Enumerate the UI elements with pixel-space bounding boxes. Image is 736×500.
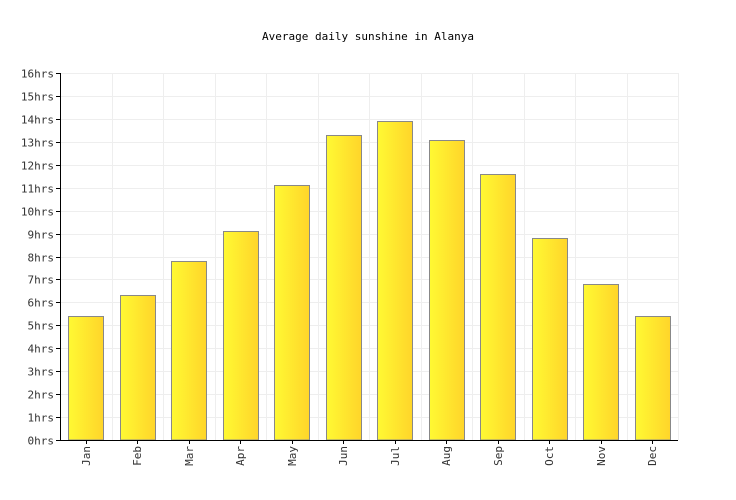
bar-mar	[171, 261, 207, 441]
bar-nov	[583, 284, 619, 441]
chart-title: Average daily sunshine in Alanya	[262, 30, 474, 43]
bar-sep	[480, 174, 516, 441]
grid-lines	[60, 73, 679, 440]
x-tick-label: Jun	[337, 446, 350, 466]
x-tick-label: Oct	[543, 446, 556, 466]
x-tick-label: Mar	[183, 446, 196, 466]
y-tick-label: 5hrs	[28, 320, 55, 333]
bar-aug	[429, 140, 465, 441]
x-tick-label: Feb	[131, 446, 144, 466]
y-tick-label: 0hrs	[28, 435, 55, 448]
bar-jan	[68, 316, 104, 441]
y-tick-label: 4hrs	[28, 343, 55, 356]
y-tick-label: 8hrs	[28, 252, 55, 265]
x-tick-label: Jul	[389, 446, 402, 466]
y-tick-label: 3hrs	[28, 366, 55, 379]
x-tick-label: Apr	[234, 446, 247, 466]
x-tick-label: May	[286, 446, 299, 466]
bars	[68, 121, 671, 441]
x-tick-label: Dec	[646, 446, 659, 466]
x-tick-label: Nov	[595, 446, 608, 466]
y-tick-label: 2hrs	[28, 389, 55, 402]
y-tick-label: 11hrs	[21, 183, 54, 196]
y-tick-label: 12hrs	[21, 160, 54, 173]
axes	[56, 73, 678, 444]
x-tick-label: Jan	[80, 446, 93, 466]
y-tick-label: 1hrs	[28, 412, 55, 425]
y-tick-label: 10hrs	[21, 206, 54, 219]
y-tick-label: 16hrs	[21, 68, 54, 81]
bar-feb	[120, 295, 156, 441]
bar-jul	[377, 121, 413, 441]
y-tick-label: 6hrs	[28, 297, 55, 310]
y-axis-tick-labels: 0hrs 1hrs 2hrs 3hrs 4hrs 5hrs 6hrs 7hrs 8hrs 9hrs…	[21, 68, 54, 448]
x-axis-tick-labels: Jan Feb Mar Apr May Jun Jul Aug Sep Oct Nov Dec	[80, 446, 659, 466]
y-tick-label: 15hrs	[21, 91, 54, 104]
x-tick-label: Aug	[440, 446, 453, 466]
y-tick-label: 13hrs	[21, 137, 54, 150]
y-tick-label: 7hrs	[28, 274, 55, 287]
bar-apr	[223, 231, 259, 441]
bar-jun	[326, 135, 362, 441]
bar-may	[274, 185, 310, 441]
bar-dec	[635, 316, 671, 441]
bar-oct	[532, 238, 568, 441]
y-tick-label: 14hrs	[21, 114, 54, 127]
y-tick-label: 9hrs	[28, 229, 55, 242]
x-tick-label: Sep	[492, 446, 505, 466]
